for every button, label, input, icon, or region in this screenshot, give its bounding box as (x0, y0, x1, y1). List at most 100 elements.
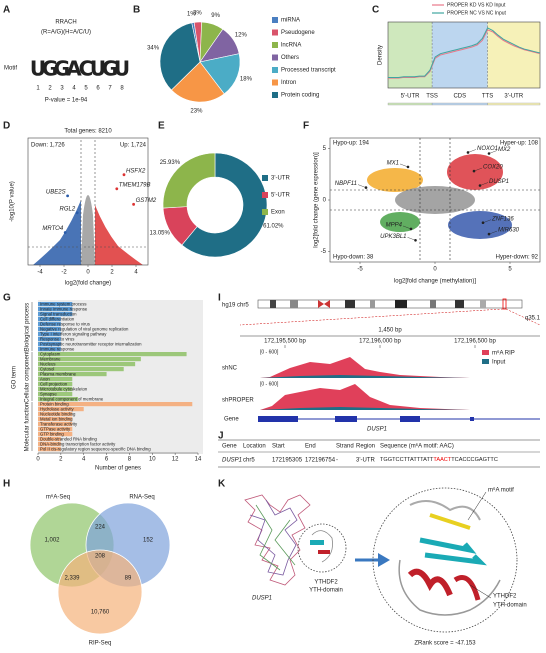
position-label: 172,196,500 bp (454, 339, 496, 345)
rna-label: DUSP1 (252, 596, 272, 602)
x-tick-label: 4 (134, 270, 138, 276)
volcano-title: Total genes: 8210 (64, 129, 112, 135)
go-term: Type I interferon signaling pathway (40, 331, 107, 336)
gene-name: DUSP1 (367, 427, 387, 433)
go-bar (38, 332, 61, 337)
volcano-cloud (28, 140, 148, 265)
gene-label: MIR630 (498, 228, 520, 234)
venn-count: 2,339 (64, 576, 80, 582)
span-label: 1,450 bp (378, 328, 402, 334)
table-cell: - (336, 458, 338, 464)
x-tick-label: 2 (110, 270, 114, 276)
go-term: Signal transduction (40, 311, 77, 316)
x-tick-label: 0 (86, 270, 90, 276)
gene-label: RGL2 (60, 206, 76, 212)
go-bar (38, 382, 73, 387)
legend-label: Others (281, 55, 299, 61)
table-header: Region (356, 444, 375, 450)
slice-label: 13.05% (149, 231, 170, 237)
go-bar (38, 337, 61, 342)
motif-position: 7 (108, 86, 112, 92)
motif-letter: G (42, 57, 58, 81)
sequence: TGGTCCTTATTTATTTAACTTCACCCGAGTTC (380, 457, 498, 463)
panel-letter: I (218, 293, 221, 304)
gene-track-label: Gene (224, 417, 239, 423)
go-bar (38, 417, 73, 422)
quadrant-count: Hyper-down: 92 (496, 255, 539, 261)
gene-point (132, 202, 136, 206)
sequence-part: TCACCCGAGTTC (451, 457, 498, 463)
go-bar (38, 327, 61, 332)
protein-label: YTHDF2 (493, 594, 517, 600)
genome-track (218, 298, 541, 468)
x-tick-label: -2 (61, 270, 67, 276)
gene-point (63, 231, 67, 234)
venn-count: 1,002 (44, 538, 60, 544)
volcano-down: Down: 1,726 (31, 143, 65, 149)
go-bar (38, 357, 141, 362)
table-cell: chr5 (243, 458, 255, 464)
motif-position: 6 (96, 86, 100, 92)
x-tick-label: 12 (172, 457, 179, 463)
x-tick-label: 5 (508, 267, 512, 273)
region-label: 3'-UTR (504, 94, 523, 100)
range-label: [0 - 600] (260, 349, 279, 355)
legend-swatch (272, 79, 278, 86)
go-bar (38, 437, 61, 442)
x-tick-label: 2 (59, 457, 63, 463)
panel-letter: F (303, 121, 309, 132)
motif-letter: G (102, 57, 118, 81)
legend-swatch (482, 350, 489, 355)
go-bar (38, 397, 78, 402)
region-bar (431, 102, 488, 106)
legend-swatch (272, 17, 278, 23)
go-term: Immune response (40, 346, 75, 351)
gene-point (122, 173, 126, 177)
quadrant-count: Hypo-up: 194 (333, 141, 370, 147)
motif-consensus: RRACH (55, 20, 76, 26)
go-term: Postsynaptic neurotransmitter receptor i… (40, 341, 142, 346)
motif-position: 4 (72, 86, 76, 92)
panel-letter: J (218, 431, 224, 442)
go-term: GTP binding (40, 431, 64, 436)
panel-letter: H (3, 479, 10, 490)
gene-label: NBPF11 (335, 181, 357, 187)
quadrant-count: Hyper-up: 108 (500, 141, 539, 147)
legend-swatch (482, 359, 489, 364)
x-tick-label: 0 (433, 267, 437, 273)
legend-label: Exon (271, 210, 285, 216)
go-bar (38, 377, 73, 382)
table-header: Sequence (m⁶A motif: AAC) (380, 443, 454, 450)
x-tick-label: 10 (149, 457, 156, 463)
go-term: Metal ion binding (40, 416, 73, 421)
go-term: Synapse (40, 391, 57, 396)
x-axis-label: Number of genes (95, 466, 141, 472)
x-tick-label: 8 (128, 457, 132, 463)
go-term: Protein binding (40, 401, 69, 406)
motif-label: Motif (4, 66, 17, 72)
gene-pointer (402, 225, 412, 230)
panel-letter: C (372, 5, 379, 16)
protein-label: YTHDF2 (314, 580, 338, 586)
plot-frame (387, 21, 541, 89)
region-band (487, 22, 540, 88)
structure-art (244, 487, 518, 633)
venn-set (57, 549, 143, 635)
venn-count: 10,760 (91, 610, 110, 616)
go-term: GTPase activity (40, 426, 71, 431)
gene-pointer (488, 150, 498, 154)
go-term: Defense response to virus (40, 321, 90, 326)
go-term: DNA-binding transcription factor activit… (40, 441, 116, 446)
table-header: Strand (336, 444, 354, 450)
gene-pointer (488, 230, 498, 235)
go-term: Immune system process (40, 301, 87, 306)
score-label: ZRank score = -47.153 (414, 641, 476, 647)
motif-letter: U (114, 57, 130, 81)
go-term: Plasma membrane (40, 371, 77, 376)
legend-swatch (262, 192, 268, 198)
y-axis-label: log2[fold change (gene expression)] (314, 152, 320, 248)
gene-label: MRTO4 (42, 226, 63, 232)
motif-letter: A (66, 57, 82, 81)
go-term: Transferase activity (40, 421, 78, 426)
table-header: Start (272, 444, 285, 450)
